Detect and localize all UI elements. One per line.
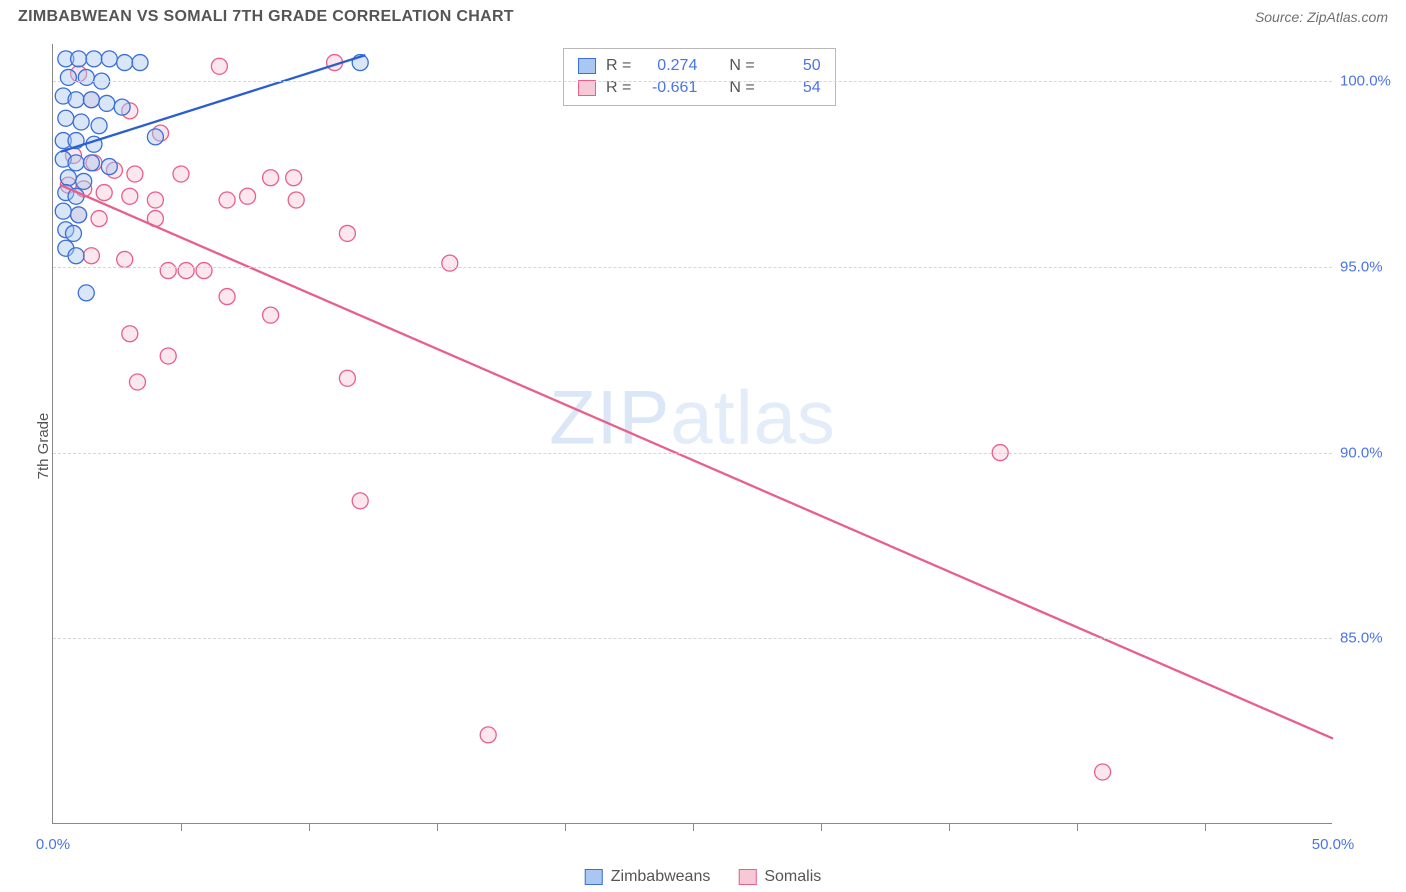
legend-swatch-b	[738, 869, 756, 885]
stats-legend-box: R = 0.274 N = 50 R = -0.661 N = 54	[563, 48, 836, 106]
chart-plot-area: ZIPatlas R = 0.274 N = 50 R = -0.661 N =…	[52, 44, 1332, 824]
y-axis-label: 7th Grade	[35, 413, 52, 480]
bottom-legend: Zimbabweans Somalis	[585, 868, 822, 886]
legend-item-a: Zimbabweans	[585, 868, 711, 886]
stats-row-a: R = 0.274 N = 50	[578, 55, 821, 77]
stat-r-value-a: 0.274	[641, 57, 697, 75]
source-text: Source: ZipAtlas.com	[1255, 9, 1388, 25]
y-tick-label: 100.0%	[1340, 73, 1400, 90]
x-tick-label: 50.0%	[1312, 836, 1355, 853]
legend-label-b: Somalis	[764, 868, 821, 886]
stat-r-label: R =	[606, 57, 631, 75]
y-tick-label: 90.0%	[1340, 444, 1400, 461]
scatter-svg	[53, 44, 1332, 823]
y-tick-label: 95.0%	[1340, 258, 1400, 275]
legend-swatch-a	[585, 869, 603, 885]
swatch-series-a	[578, 58, 596, 74]
y-tick-label: 85.0%	[1340, 630, 1400, 647]
x-tick-label: 0.0%	[36, 836, 70, 853]
legend-item-b: Somalis	[738, 868, 821, 886]
chart-title: ZIMBABWEAN VS SOMALI 7TH GRADE CORRELATI…	[18, 8, 514, 26]
stat-n-label: N =	[729, 57, 754, 75]
stat-n-value-a: 50	[765, 57, 821, 75]
swatch-series-b	[578, 80, 596, 96]
legend-label-a: Zimbabweans	[611, 868, 711, 886]
